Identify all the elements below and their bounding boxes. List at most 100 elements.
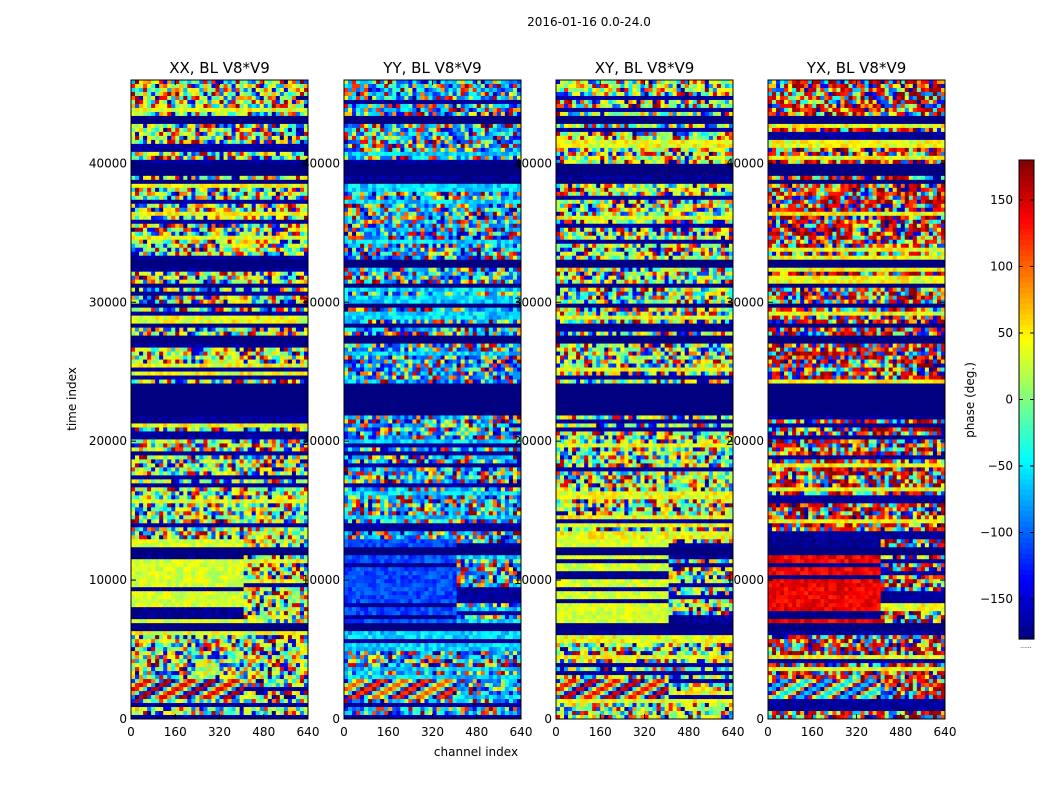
colorbar-segment [1019, 505, 1034, 512]
colorbar-segment [1019, 399, 1034, 406]
colorbar-tick-label: 150 [990, 193, 1013, 207]
colorbar-segment [1019, 612, 1034, 619]
colorbar-segment [1019, 207, 1034, 214]
colorbar-segment [1019, 532, 1034, 539]
colorbar-segment [1019, 463, 1034, 470]
colorbar-segment [1019, 479, 1034, 486]
colorbar-segment [1019, 303, 1034, 310]
colorbar-segment [1019, 271, 1034, 278]
colorbar-segment [1019, 229, 1034, 236]
colorbar-segment [1019, 628, 1034, 635]
colorbar-tick-label: 50 [998, 326, 1013, 340]
x-tick-label: 640 [934, 725, 957, 739]
colorbar-segment [1019, 607, 1034, 613]
y-tick-label: 10000 [726, 573, 764, 587]
panel-xx: XX, BL V8*V9 0 160 320 480 640 0 10000 20000 3000… [89, 59, 320, 739]
colorbar-segment [1019, 404, 1034, 411]
y-tick-label: 0 [544, 712, 552, 726]
colorbar-segment [1019, 160, 1034, 166]
colorbar-segment [1019, 474, 1034, 480]
colorbar-segment [1019, 452, 1034, 459]
y-tick-label: 0 [756, 712, 764, 726]
x-tick-label: 0 [764, 725, 772, 739]
colorbar-tick-label: −50 [988, 459, 1013, 473]
colorbar-segment [1019, 239, 1034, 246]
colorbar-segment [1019, 309, 1034, 315]
colorbar-segment [1019, 596, 1034, 603]
x-tick-label: 0 [127, 725, 135, 739]
x-tick-label: 320 [633, 725, 656, 739]
colorbar-segment [1019, 527, 1034, 534]
panel-yx: YX, BL V8*V9 0 160 320 480 640 0 10000 20000 3000… [726, 59, 957, 739]
y-axis-label: time index [65, 367, 79, 431]
colorbar-segment [1019, 191, 1034, 198]
colorbar-tick-label: 100 [990, 259, 1013, 273]
colorbar-segment [1019, 559, 1034, 566]
colorbar-segment [1019, 426, 1034, 433]
colorbar-segment [1019, 394, 1034, 401]
colorbar-segment [1019, 282, 1034, 289]
colorbar-label: phase (deg.) [963, 362, 977, 438]
panel-title: XY, BL V8*V9 [595, 59, 695, 77]
colorbar-segment [1019, 617, 1034, 624]
colorbar-segment [1019, 266, 1034, 273]
panel-xy: XY, BL V8*V9 0 160 320 480 640 0 10000 20000 3000… [514, 59, 745, 739]
y-tick-label: 20000 [89, 434, 127, 448]
y-tick-label: 10000 [514, 573, 552, 587]
colorbar-segment [1019, 330, 1034, 337]
colorbar-segment [1019, 458, 1034, 464]
x-tick-label: 160 [377, 725, 400, 739]
y-tick-label: 40000 [514, 156, 552, 170]
phase-heatmap [131, 80, 308, 719]
colorbar-footer: ...... [1020, 643, 1032, 650]
x-tick-label: 480 [465, 725, 488, 739]
x-tick-label: 640 [722, 725, 745, 739]
colorbar-segment [1019, 537, 1034, 544]
x-tick-label: 320 [845, 725, 868, 739]
colorbar-segment [1019, 489, 1034, 496]
y-tick-label: 30000 [302, 295, 340, 309]
colorbar-segment [1019, 500, 1034, 507]
x-tick-label: 320 [208, 725, 231, 739]
colorbar-segment [1019, 372, 1034, 379]
colorbar-segment [1019, 346, 1034, 353]
colorbar-segment [1019, 516, 1034, 523]
colorbar-segment [1019, 543, 1034, 550]
y-tick-label: 0 [119, 712, 127, 726]
x-tick-label: 640 [297, 725, 320, 739]
panels: XX, BL V8*V9 0 160 320 480 640 0 10000 20000 3000… [89, 59, 957, 739]
colorbar-segment [1019, 197, 1034, 204]
colorbar-segment [1019, 415, 1034, 422]
colorbar-segment [1019, 186, 1034, 193]
colorbar-segment [1019, 623, 1034, 629]
x-tick-label: 480 [252, 725, 275, 739]
x-tick-label: 480 [889, 725, 912, 739]
colorbar-segment [1019, 591, 1034, 598]
y-tick-label: 20000 [514, 434, 552, 448]
colorbar-segment [1019, 298, 1034, 305]
colorbar-segment [1019, 218, 1034, 225]
colorbar-segment [1019, 324, 1034, 331]
colorbar-segment [1019, 383, 1034, 390]
colorbar-tick-label: −150 [980, 592, 1013, 606]
colorbar-segment [1019, 335, 1034, 342]
colorbar-segment [1019, 319, 1034, 326]
y-tick-label: 40000 [89, 156, 127, 170]
colorbar-segment [1019, 633, 1034, 640]
colorbar-tick-label: −100 [980, 526, 1013, 540]
y-tick-label: 40000 [726, 156, 764, 170]
y-tick-label: 20000 [726, 434, 764, 448]
panel-title: YY, BL V8*V9 [382, 59, 481, 77]
colorbar-tick-label: 0 [1005, 393, 1013, 407]
colorbar-segment [1019, 234, 1034, 241]
colorbar-segment [1019, 356, 1034, 363]
y-tick-label: 10000 [302, 573, 340, 587]
x-tick-label: 320 [421, 725, 444, 739]
colorbar-segment [1019, 468, 1034, 475]
phase-heatmap [344, 80, 521, 719]
colorbar-segment [1019, 569, 1034, 576]
colorbar-segment [1019, 495, 1034, 502]
y-tick-label: 20000 [302, 434, 340, 448]
phase-heatmap [768, 80, 945, 719]
